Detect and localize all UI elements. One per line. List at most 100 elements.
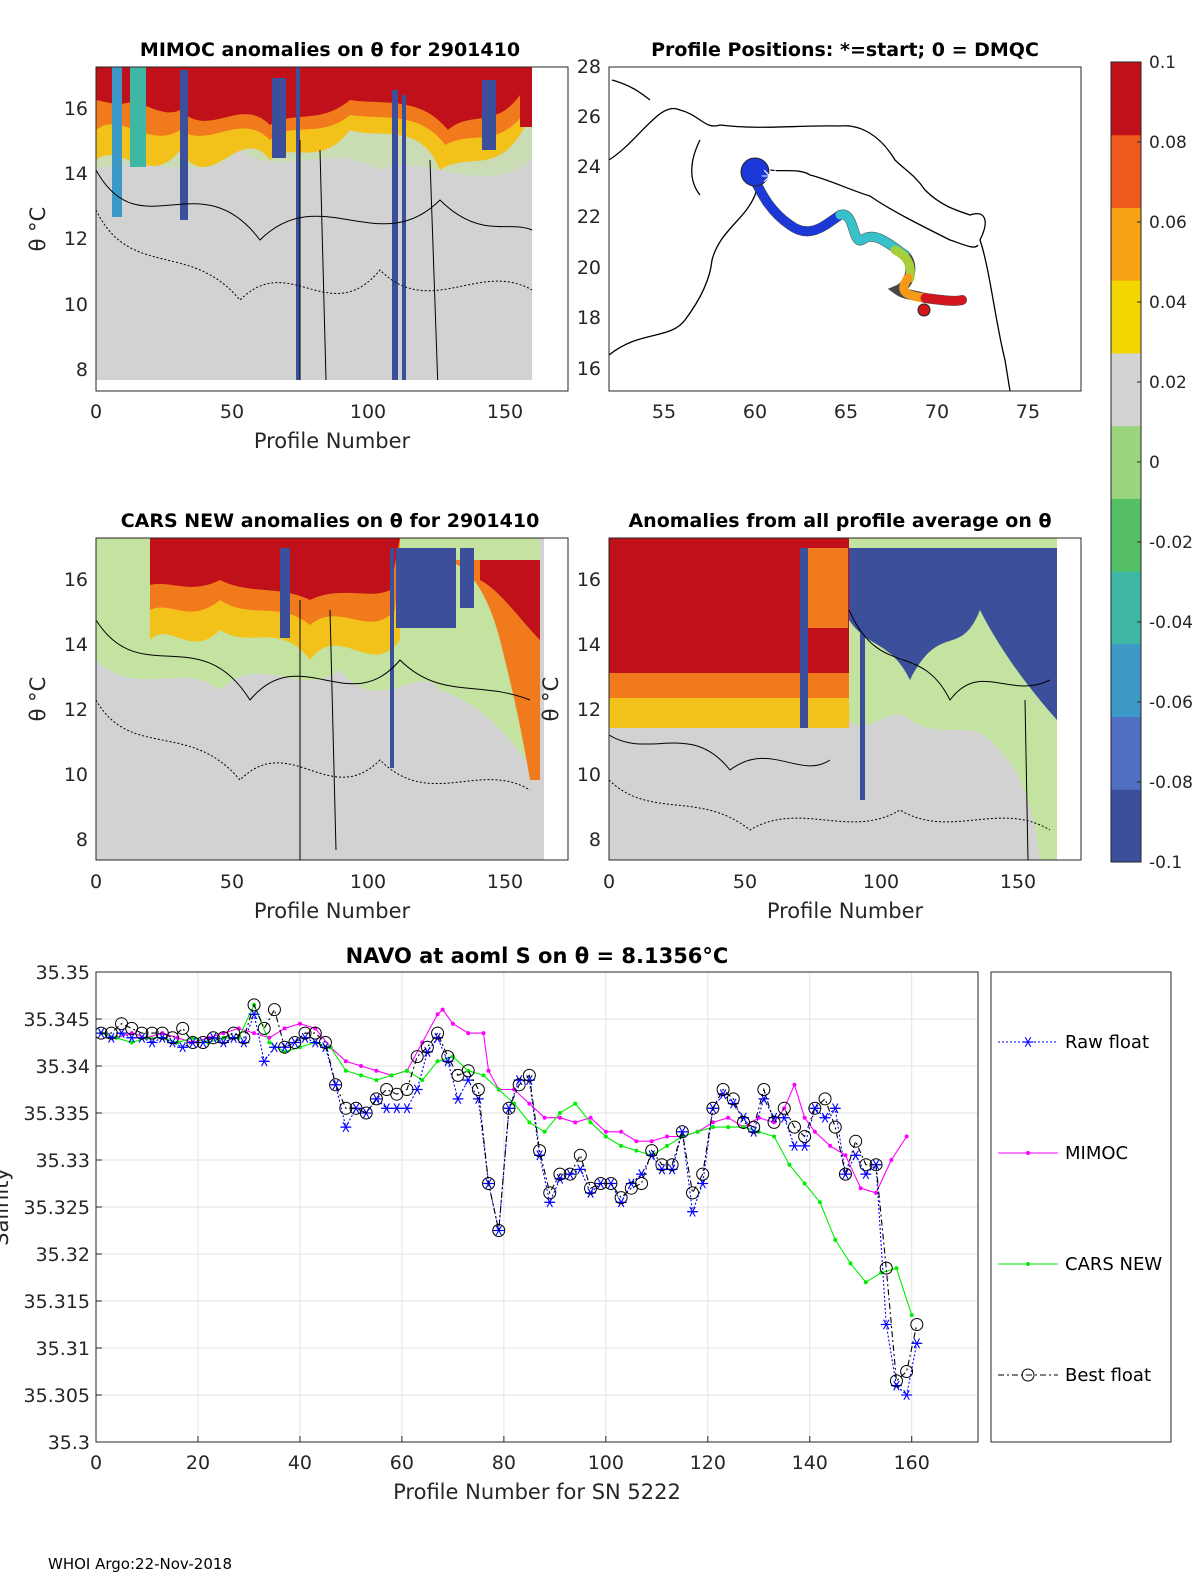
data-point [329,1078,343,1092]
x-tick-label: 100 [588,1452,624,1474]
line-chart-title: NAVO at aoml S on θ = 8.1356°C [346,944,729,968]
data-point [588,1115,593,1120]
data-point [828,1143,833,1148]
map-ytick: 18 [577,307,601,329]
data-point [267,1003,281,1017]
colorbar-tick-label: -0.02 [1149,533,1193,553]
x-tick-label: 60 [390,1452,414,1474]
colorbar-tick-label: 0.08 [1149,133,1187,153]
data-point [440,1007,445,1012]
mimoc-ytick: 16 [64,98,88,120]
data-point [435,1012,440,1017]
map-start-marker: ✳ [761,165,779,190]
colorbar-tick-label: 0 [1149,453,1160,473]
avg-ytick: 16 [577,569,601,591]
data-point [634,1139,639,1144]
data-point [450,1021,455,1026]
data-point [685,1186,699,1200]
line-series [96,998,924,1401]
data-point [466,1031,471,1036]
avg-xlabel: Profile Number [767,899,924,923]
panel-avg: Anomalies from all profile average on θ … [539,510,1082,923]
map-ytick: 26 [577,106,601,128]
cars-yticks: 8 10 12 14 16 [64,569,88,851]
data-point [706,1101,720,1115]
data-point [563,1167,577,1181]
data-point [145,1026,159,1040]
cars-ytick: 16 [64,569,88,591]
map-yticks: 16 18 20 22 24 26 28 [577,56,601,380]
x-tick-label: 20 [186,1452,210,1474]
colorbar-segment [1111,280,1141,354]
data-point [1026,1151,1030,1155]
cars-xlabel: Profile Number [254,899,411,923]
data-point [461,1064,475,1078]
colorbar: 0.1 0.08 0.06 0.04 0.02 0 -0.02 -0.04 -0.06 -0.08… [1110,53,1193,873]
avg-ytick: 12 [577,699,601,721]
data-point [787,1162,792,1167]
data-point [695,1129,700,1134]
data-point [165,1031,179,1045]
mimoc-ytick: 10 [64,294,88,316]
data-point [557,1115,562,1120]
data-point [267,1040,272,1045]
colorbar-segment [1111,716,1141,790]
data-point [339,1101,353,1115]
data-point [104,1026,118,1040]
data-point [863,1280,868,1285]
data-point [828,1120,842,1134]
data-point [176,1021,190,1035]
map-xtick: 60 [743,401,767,423]
data-point [441,1050,455,1064]
y-tick-label: 35.35 [36,962,90,984]
mimoc-heatmap [96,67,533,391]
data-point [747,1120,761,1134]
map-xtick: 75 [1016,401,1040,423]
colorbar-tick-label: 0.1 [1149,53,1176,73]
mimoc-xtick: 150 [487,401,523,423]
data-point [435,1059,440,1064]
x-tick-label: 80 [492,1452,516,1474]
data-point [777,1101,791,1115]
data-point [481,1031,486,1036]
y-tick-label: 35.34 [36,1056,90,1078]
data-point [858,1186,863,1191]
y-tick-label: 35.345 [24,1009,90,1031]
data-point [374,1068,379,1073]
map-xtick: 70 [925,401,949,423]
mimoc-ytick: 8 [76,359,88,381]
x-tick-label: 40 [288,1452,312,1474]
data-point [869,1158,883,1172]
data-point [318,1036,332,1049]
avg-xticks: 0 50 100 150 [603,871,1036,893]
colorbar-tick-label: 0.02 [1149,373,1187,393]
data-point [716,1083,730,1096]
data-point [675,1125,689,1139]
x-tick-label: 160 [894,1452,930,1474]
data-point [573,1101,578,1106]
data-point [237,1031,251,1045]
data-point [772,1134,777,1139]
data-point [557,1111,562,1115]
data-point [665,1134,670,1139]
data-point [802,1181,807,1186]
panel-cars: CARS NEW anomalies on θ for 2901410 0 50… [26,510,569,923]
y-tick-label: 35.33 [36,1150,90,1172]
data-point [527,1120,532,1125]
data-point [808,1101,822,1115]
line-xticks: 0 20 40 60 80 100 120 140 160 [90,1452,930,1474]
cars-xticks: 0 50 100 150 [90,871,523,893]
data-point [466,1068,471,1073]
line-yticks: 35.3 35.305 35.31 35.315 35.32 35.325 35.33 35.… [24,962,90,1454]
colorbar-segment [1111,789,1141,863]
data-point [343,1059,348,1064]
colorbar-segment [1111,571,1141,645]
data-point [848,1261,853,1266]
data-point [594,1177,608,1190]
colorbar-segment [1111,643,1141,718]
data-point [404,1068,409,1073]
avg-yticks: 8 10 12 14 16 [577,569,601,851]
data-point [522,1068,536,1082]
data-point [492,1224,506,1237]
map-ytick: 16 [577,358,601,380]
